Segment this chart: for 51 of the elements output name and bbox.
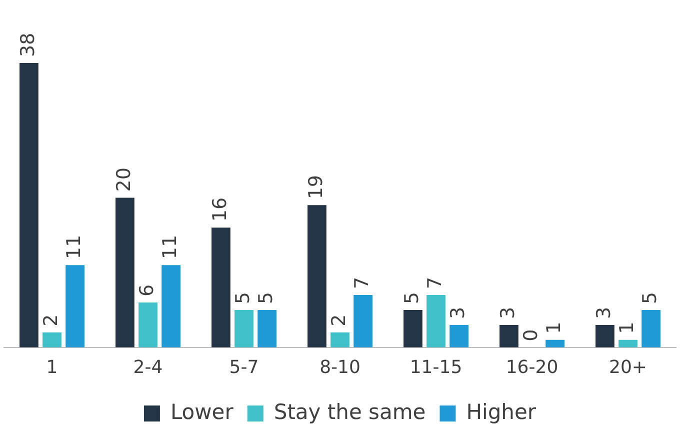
data-label: 19 (304, 174, 327, 200)
data-label: 38 (16, 32, 39, 57)
bar (330, 332, 350, 348)
x-tick-label: 11-15 (410, 356, 462, 378)
data-label: 7 (424, 276, 446, 290)
bar (212, 228, 230, 348)
data-label: 11 (62, 234, 85, 260)
bar (546, 340, 564, 348)
legend-label: Lower (170, 400, 234, 424)
bar (234, 310, 254, 348)
data-label: 5 (232, 292, 254, 304)
x-tick-label: 1 (46, 356, 58, 378)
bar (116, 198, 134, 348)
legend-label: Stay the same (274, 400, 426, 424)
data-label: 3 (446, 306, 469, 319)
data-label: 5 (254, 292, 277, 304)
x-tick-label: 2-4 (133, 356, 163, 378)
bar (138, 302, 158, 348)
data-label: 6 (136, 284, 158, 296)
data-label: 7 (350, 276, 373, 290)
x-tick-label: 16-20 (506, 356, 558, 378)
bar (354, 295, 372, 348)
bar (66, 265, 84, 348)
bar (162, 265, 180, 348)
bar (618, 340, 638, 348)
data-label: 5 (638, 292, 661, 304)
bar (450, 324, 468, 348)
bar (596, 324, 614, 348)
data-label: 2 (328, 314, 350, 326)
data-label: 3 (496, 306, 519, 319)
data-label: 2 (40, 314, 62, 326)
bar (404, 310, 422, 348)
data-label: 3 (592, 306, 615, 319)
bar (500, 324, 518, 348)
x-tick-label: 8-10 (320, 356, 360, 378)
x-tick-label: 5-7 (229, 356, 259, 378)
legend-label: Higher (466, 400, 536, 424)
bar (20, 62, 38, 348)
data-label: 20 (112, 168, 135, 192)
data-label: 0 (520, 329, 542, 342)
data-label: 1 (616, 322, 638, 334)
data-label: 16 (208, 197, 231, 222)
bar (42, 332, 62, 348)
bar (426, 295, 446, 348)
data-label: 11 (158, 234, 181, 260)
data-label: 5 (400, 292, 423, 304)
bar (258, 310, 276, 348)
x-tick-label: 20+ (609, 356, 647, 378)
bar (308, 205, 326, 348)
bar (642, 310, 660, 348)
data-label: 1 (542, 322, 565, 334)
